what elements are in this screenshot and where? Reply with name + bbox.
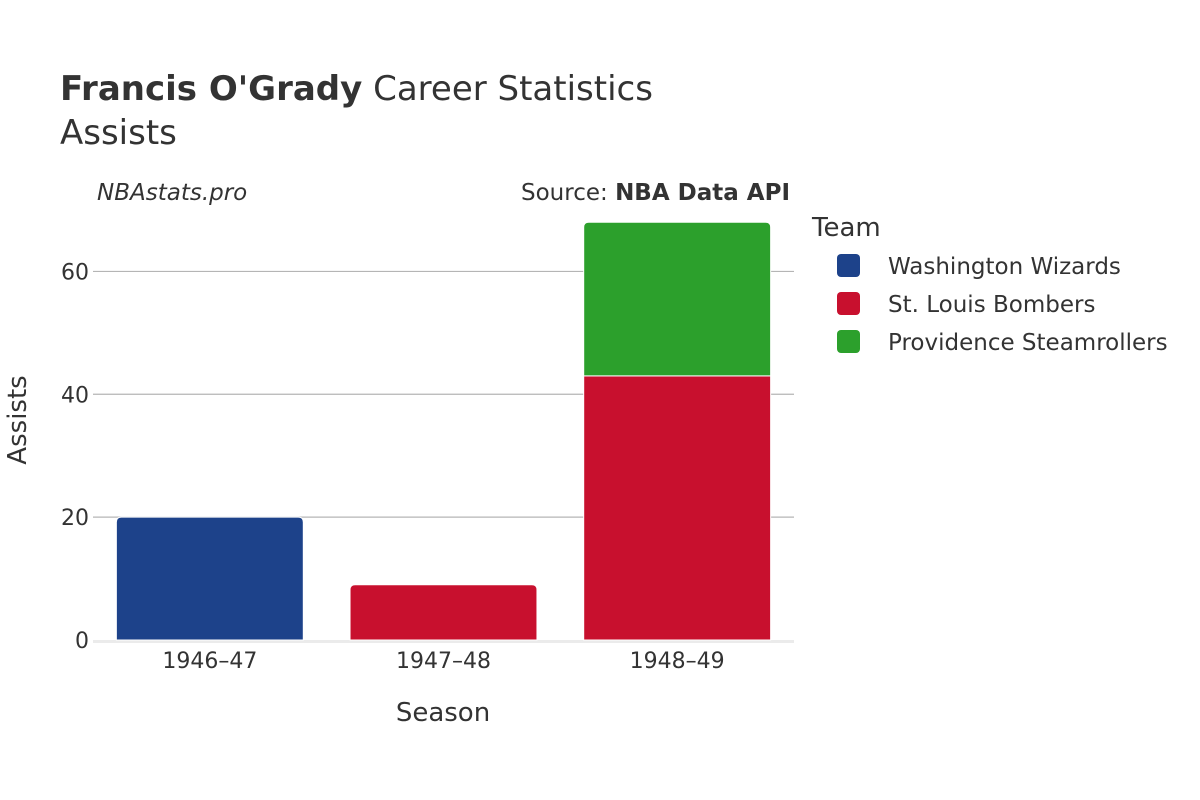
- legend-title: Team: [811, 213, 881, 243]
- legend-item-washington-wizards[interactable]: Washington Wizards: [837, 254, 1121, 280]
- y-tick-label-0: 0: [75, 629, 89, 654]
- chart-subtitle: Assists: [60, 113, 177, 153]
- chart-title-suffix: Career Statistics: [373, 69, 653, 109]
- source-credit: Source: NBA Data API: [521, 180, 790, 206]
- x-axis-title: Season: [396, 698, 490, 728]
- y-tick-label-40: 40: [61, 383, 89, 408]
- chart-title-player: Francis O'Grady: [60, 69, 362, 109]
- x-axis-baseline: [93, 640, 794, 643]
- legend-item-providence-steamrollers[interactable]: Providence Steamrollers: [837, 330, 1168, 356]
- y-tick-label-60: 60: [61, 260, 89, 285]
- legend-swatch-st-louis-bombers: [837, 292, 860, 315]
- x-tick-label-1946-47: 1946–47: [162, 649, 257, 674]
- legend-label-st-louis-bombers: St. Louis Bombers: [888, 292, 1095, 318]
- legend-swatch-washington-wizards: [837, 254, 860, 277]
- y-tick-label-20: 20: [61, 506, 89, 531]
- source-prefix: Source:: [521, 180, 615, 206]
- x-tick-label-1947-48: 1947–48: [396, 649, 491, 674]
- bar-1947-48-st-louis-bombers[interactable]: [349, 584, 538, 641]
- bars: [115, 221, 772, 641]
- chart-title: Francis O'Grady Career Statistics: [60, 69, 653, 109]
- legend-label-washington-wizards: Washington Wizards: [888, 254, 1121, 280]
- legend-label-providence-steamrollers: Providence Steamrollers: [888, 330, 1168, 356]
- x-tick-label-1948-49: 1948–49: [630, 649, 725, 674]
- watermark: NBAstats.pro: [97, 180, 247, 206]
- legend-swatch-providence-steamrollers: [837, 330, 860, 353]
- tick-labels: 0 20 40 60 1946–47 1947–48 1948–49: [61, 260, 725, 674]
- bar-1948-49-providence-steamrollers[interactable]: [583, 221, 772, 377]
- legend: Team Washington Wizards St. Louis Bombers…: [811, 213, 1168, 356]
- legend-item-st-louis-bombers[interactable]: St. Louis Bombers: [837, 292, 1095, 318]
- bar-1948-49-st-louis-bombers[interactable]: [583, 375, 772, 641]
- chart-title-rest: [362, 69, 373, 109]
- bar-1946-47-washington-wizards[interactable]: [115, 516, 304, 641]
- source-name: NBA Data API: [615, 180, 790, 206]
- y-axis-title: Assists: [3, 375, 33, 464]
